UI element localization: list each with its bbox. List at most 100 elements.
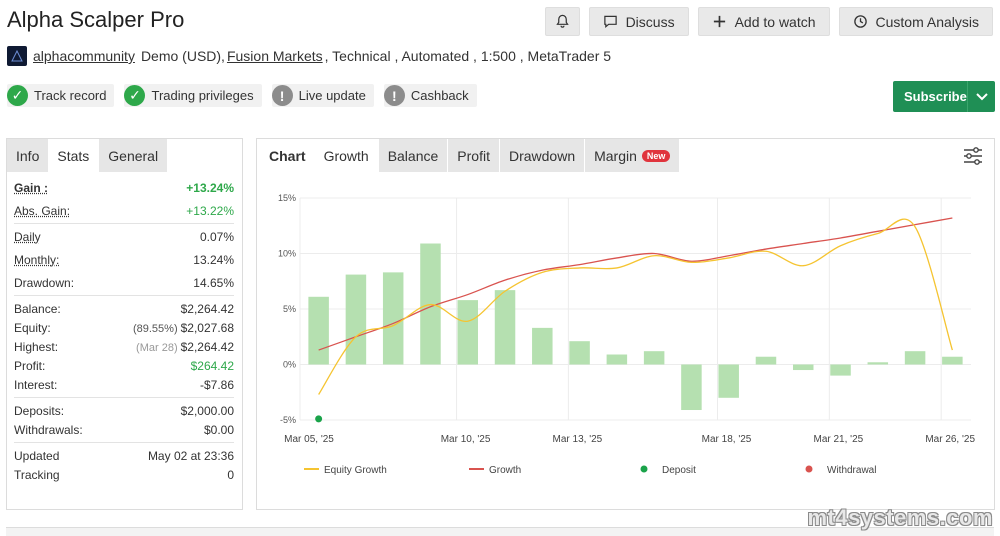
tab-drawdown[interactable]: Drawdown [498, 139, 585, 172]
stat-label: Tracking [14, 467, 60, 482]
stat-value: $2,264.42 [180, 301, 234, 316]
notify-button[interactable] [544, 7, 580, 36]
comment-icon [603, 15, 617, 28]
chart-bar [532, 327, 553, 365]
y-tick-label: 0% [283, 360, 296, 370]
stat-row-tracking: Tracking 0 [14, 465, 234, 484]
chart-bar [904, 351, 926, 365]
broker-link[interactable]: Fusion Markets [226, 48, 323, 64]
badges: ✓ Track record ✓ Trading privileges ! Li… [7, 84, 477, 107]
tab-general[interactable]: General [98, 139, 168, 172]
settings-sliders-icon[interactable] [962, 146, 984, 166]
add-to-watch-label: Add to watch [734, 13, 816, 30]
legend-deposit-swatch [640, 465, 648, 473]
chart-bar [718, 364, 739, 398]
stat-value: $264.42 [190, 358, 234, 373]
stat-row-balance: Balance: $2,264.42 [14, 299, 234, 318]
x-tick-label: Mar 26, '25 [925, 434, 975, 445]
stat-value: 0.07% [199, 229, 234, 244]
stat-label[interactable]: Gain : [14, 180, 49, 195]
discuss-label: Discuss [625, 13, 675, 30]
stat-note: (89.55%) [132, 322, 178, 335]
stat-row-monthly: Monthly: 13.24% [14, 250, 234, 269]
custom-analysis-button[interactable]: Custom Analysis [838, 7, 993, 36]
growth-line [318, 217, 953, 351]
tab-profit[interactable]: Profit [447, 139, 499, 172]
chart-bar [382, 272, 404, 365]
stat-label[interactable]: Daily [14, 229, 41, 244]
stat-label[interactable]: Monthly: [14, 252, 60, 267]
subscribe-button[interactable]: Subscribe [893, 81, 995, 112]
stat-label: Balance: [14, 301, 61, 316]
growth-chart[interactable]: 15% 10% 5% 0% -5% Mar 05, '25 Mar 10, '25 Mar 1… [257, 173, 994, 509]
chart-bar [867, 362, 889, 365]
watermark: mt4systems.com [807, 505, 993, 530]
discuss-button[interactable]: Discuss [588, 7, 689, 36]
tab-balance[interactable]: Balance [377, 139, 448, 172]
stat-row-highest: Highest: (Mar 28) $2,264.42 [14, 337, 234, 356]
badge-trading-privileges[interactable]: ✓ Trading privileges [124, 84, 262, 107]
account-type: Demo (USD), [140, 48, 225, 64]
author-link[interactable]: alphacommunity [33, 48, 135, 64]
y-tick-label: 15% [278, 193, 296, 203]
stat-row-withdrawals: Withdrawals: $0.00 [14, 420, 234, 439]
clock-icon [853, 15, 867, 28]
tab-margin[interactable]: Margin New [584, 139, 680, 172]
exclamation-icon: ! [271, 85, 293, 106]
stat-label: Highest: [14, 339, 59, 354]
stat-label: Equity: [14, 320, 51, 335]
divider [14, 295, 234, 296]
stat-value: +13.22% [186, 203, 234, 218]
tab-growth[interactable]: Growth [314, 139, 378, 172]
stat-row-profit: Profit: $264.42 [14, 356, 234, 375]
custom-analysis-label: Custom Analysis [875, 13, 979, 30]
legend-withdrawal: Withdrawal [827, 465, 876, 476]
divider [967, 81, 968, 112]
badge-track-record[interactable]: ✓ Track record [7, 84, 115, 107]
stat-label: Profit: [14, 358, 46, 373]
add-to-watch-button[interactable]: Add to watch [697, 7, 830, 36]
chevron-down-icon[interactable] [968, 92, 995, 101]
stat-value: -$7.86 [199, 377, 234, 392]
logo-icon [11, 50, 23, 62]
stat-value: 13.24% [193, 252, 234, 267]
badge-cashback[interactable]: ! Cashback [383, 84, 477, 107]
header-actions: Discuss Add to watch Custom Analysis [544, 7, 993, 36]
chart-bar [308, 296, 329, 365]
x-tick-label: Mar 10, '25 [441, 434, 491, 445]
chart-heading: Chart [269, 147, 306, 164]
chart-bar [792, 364, 814, 371]
stats-panel: Info Stats General Gain : +13.24% Abs. G… [6, 138, 243, 510]
check-icon: ✓ [124, 85, 146, 106]
x-tick-label: Mar 21, '25 [813, 434, 863, 445]
bottom-strip [6, 527, 994, 536]
stat-row-daily: Daily 0.07% [14, 227, 234, 246]
chart-tabs: Chart Growth Balance Profit Drawdown Mar… [257, 139, 994, 172]
plus-icon [713, 15, 725, 28]
stat-value: $0.00 [203, 422, 234, 437]
legend-withdrawal-swatch [805, 465, 813, 473]
tab-stats[interactable]: Stats [48, 139, 99, 172]
stat-value: 0 [227, 467, 234, 482]
y-tick-label: -5% [280, 415, 296, 425]
stat-row-gain: Gain : +13.24% [14, 178, 234, 197]
tab-info[interactable]: Info [7, 139, 49, 172]
stat-row-drawdown: Drawdown: 14.65% [14, 273, 234, 292]
system-info: alphacommunity Demo (USD), Fusion Market… [7, 46, 611, 66]
legend-deposit: Deposit [662, 465, 696, 476]
page-title: Alpha Scalper Pro [7, 7, 185, 32]
chart-bar [345, 274, 367, 365]
badge-label: Trading privileges [151, 88, 254, 103]
stat-label[interactable]: Abs. Gain: [14, 203, 71, 218]
chart-bar [606, 354, 628, 365]
y-tick-label: 5% [283, 304, 296, 314]
stats-list: Gain : +13.24% Abs. Gain: +13.22% Daily … [7, 172, 242, 484]
x-tick-label: Mar 13, '25 [553, 434, 603, 445]
stat-value: 14.65% [193, 275, 234, 290]
stat-row-abs-gain: Abs. Gain: +13.22% [14, 201, 234, 220]
legend-equity-growth: Equity Growth [324, 465, 387, 476]
badge-live-update[interactable]: ! Live update [271, 84, 374, 107]
stat-label: Updated [14, 448, 60, 463]
subscribe-label: Subscribe [904, 89, 967, 104]
